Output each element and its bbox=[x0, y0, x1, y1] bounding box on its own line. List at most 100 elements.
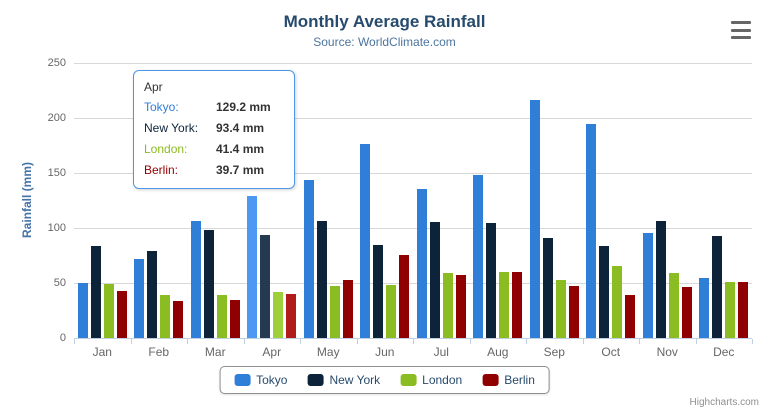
bar-london-jan[interactable] bbox=[103, 284, 114, 338]
bar-london-oct[interactable] bbox=[612, 266, 623, 338]
bar-london-feb[interactable] bbox=[160, 295, 171, 338]
gridline bbox=[74, 283, 752, 284]
y-axis-label: 250 bbox=[47, 57, 66, 69]
bar-london-mar[interactable] bbox=[216, 295, 227, 338]
bar-london-sep[interactable] bbox=[555, 280, 566, 338]
gridline bbox=[74, 63, 752, 64]
x-axis-label-oct: Oct bbox=[601, 345, 621, 359]
bar-berlin-mar[interactable] bbox=[229, 300, 240, 338]
x-axis-label-jan: Jan bbox=[92, 345, 112, 359]
bar-tokyo-nov[interactable] bbox=[642, 233, 653, 338]
bar-new-york-jul[interactable] bbox=[429, 222, 440, 338]
bar-new-york-jun[interactable] bbox=[373, 245, 384, 338]
x-axis-label-nov: Nov bbox=[656, 345, 678, 359]
legend-swatch-tokyo bbox=[234, 374, 251, 386]
y-axis-label: 50 bbox=[53, 277, 66, 289]
bar-new-york-feb[interactable] bbox=[147, 251, 158, 338]
x-axis-tick bbox=[639, 339, 640, 344]
bar-tokyo-sep[interactable] bbox=[529, 100, 540, 338]
bar-london-jul[interactable] bbox=[442, 273, 453, 338]
bar-berlin-feb[interactable] bbox=[173, 301, 184, 338]
bar-berlin-jan[interactable] bbox=[116, 291, 127, 338]
y-axis-label: 0 bbox=[59, 332, 66, 344]
legend-label-new-york: New York bbox=[329, 373, 381, 387]
bar-london-apr[interactable] bbox=[273, 292, 284, 338]
tooltip-row-london-: London: 41.4 mm bbox=[144, 139, 284, 160]
bar-tokyo-jan[interactable] bbox=[77, 283, 88, 338]
tooltip-row-new-york-: New York: 93.4 mm bbox=[144, 118, 284, 139]
bar-berlin-aug[interactable] bbox=[512, 272, 523, 338]
chart-subtitle: Source: WorldClimate.com bbox=[313, 35, 456, 49]
tooltip-row-tokyo-: Tokyo: 129.2 mm bbox=[144, 97, 284, 118]
bar-new-york-nov[interactable] bbox=[655, 221, 666, 338]
bar-berlin-nov[interactable] bbox=[681, 287, 692, 338]
legend-label-berlin: Berlin bbox=[504, 373, 535, 387]
bar-tokyo-may[interactable] bbox=[303, 180, 314, 338]
bar-london-dec[interactable] bbox=[725, 282, 736, 338]
bar-tokyo-aug[interactable] bbox=[473, 175, 484, 338]
x-axis-tick bbox=[74, 339, 75, 344]
legend-item-new-york[interactable]: New York bbox=[307, 373, 380, 387]
chart-context-menu-button[interactable] bbox=[730, 20, 752, 40]
legend-item-berlin[interactable]: Berlin bbox=[482, 373, 535, 387]
x-axis-label-jun: Jun bbox=[375, 345, 395, 359]
bar-berlin-oct[interactable] bbox=[625, 295, 636, 338]
bar-london-jun[interactable] bbox=[386, 285, 397, 338]
x-axis-label-sep: Sep bbox=[543, 345, 565, 359]
x-axis-line bbox=[74, 338, 752, 339]
bar-new-york-oct[interactable] bbox=[599, 246, 610, 338]
bar-new-york-apr[interactable] bbox=[260, 235, 271, 338]
legend-label-london: London bbox=[422, 373, 463, 387]
tooltip-series-value: 41.4 mm bbox=[216, 142, 265, 156]
bar-new-york-mar[interactable] bbox=[203, 230, 214, 338]
bar-berlin-may[interactable] bbox=[342, 280, 353, 338]
bar-tokyo-jun[interactable] bbox=[360, 144, 371, 338]
bar-london-aug[interactable] bbox=[499, 272, 510, 338]
x-axis-tick bbox=[413, 339, 414, 344]
bar-new-york-aug[interactable] bbox=[486, 223, 497, 338]
bar-london-may[interactable] bbox=[329, 286, 340, 338]
gridline bbox=[74, 228, 752, 229]
bar-tokyo-feb[interactable] bbox=[134, 259, 145, 338]
gridline bbox=[74, 173, 752, 174]
bar-tokyo-dec[interactable] bbox=[699, 278, 710, 338]
credits-link[interactable]: Highcharts.com bbox=[689, 397, 759, 408]
bar-berlin-jul[interactable] bbox=[455, 275, 466, 338]
x-axis-label-apr: Apr bbox=[262, 345, 282, 359]
x-axis-tick bbox=[696, 339, 697, 344]
bar-berlin-apr[interactable] bbox=[286, 294, 297, 338]
tooltip-series-label: Berlin: bbox=[144, 163, 179, 177]
bar-tokyo-jul[interactable] bbox=[416, 189, 427, 338]
x-axis-label-mar: Mar bbox=[204, 345, 226, 359]
bar-new-york-dec[interactable] bbox=[712, 236, 723, 338]
legend: Tokyo New York London Berlin bbox=[219, 366, 550, 394]
x-axis-label-aug: Aug bbox=[487, 345, 509, 359]
x-axis-label-dec: Dec bbox=[713, 345, 735, 359]
bar-london-nov[interactable] bbox=[668, 273, 679, 338]
legend-label-tokyo: Tokyo bbox=[256, 373, 288, 387]
tooltip-rows: Tokyo: 129.2 mm New York: 93.4 mm London: 41.… bbox=[144, 97, 284, 181]
tooltip: Apr Tokyo: 129.2 mm New York: 93.4 mm London… bbox=[133, 70, 295, 189]
legend-swatch-london bbox=[400, 374, 417, 386]
x-axis-tick bbox=[131, 339, 132, 344]
x-axis-label-may: May bbox=[316, 345, 340, 359]
tooltip-series-value: 39.7 mm bbox=[216, 163, 265, 177]
bar-berlin-sep[interactable] bbox=[568, 286, 579, 338]
tooltip-series-label: Tokyo: bbox=[144, 100, 179, 114]
bar-berlin-jun[interactable] bbox=[399, 255, 410, 338]
chart-title: Monthly Average Rainfall bbox=[283, 12, 486, 31]
legend-item-tokyo[interactable]: Tokyo bbox=[234, 373, 287, 387]
bar-berlin-dec[interactable] bbox=[738, 282, 749, 338]
tooltip-series-label: New York: bbox=[144, 121, 199, 135]
bar-new-york-jan[interactable] bbox=[90, 246, 101, 338]
tooltip-series-value: 129.2 mm bbox=[216, 100, 271, 114]
legend-item-london[interactable]: London bbox=[400, 373, 462, 387]
bar-tokyo-oct[interactable] bbox=[586, 124, 597, 338]
bar-new-york-may[interactable] bbox=[316, 221, 327, 338]
bar-new-york-sep[interactable] bbox=[542, 238, 553, 338]
tooltip-category: Apr bbox=[144, 80, 163, 94]
bar-tokyo-mar[interactable] bbox=[190, 221, 201, 338]
x-axis-tick bbox=[752, 339, 753, 344]
y-axis-label: 150 bbox=[47, 167, 66, 179]
bar-tokyo-apr[interactable] bbox=[247, 196, 258, 338]
